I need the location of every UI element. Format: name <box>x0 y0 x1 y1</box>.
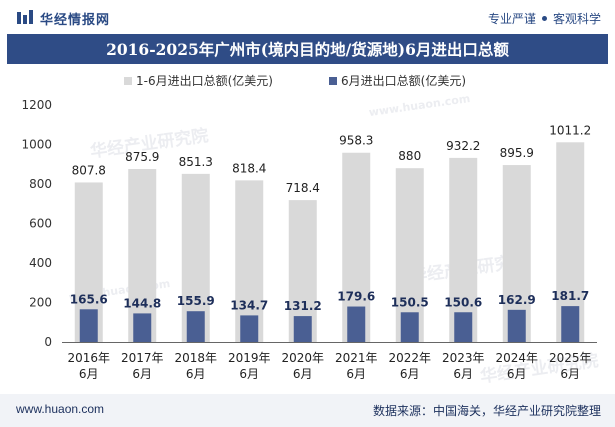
huajing-logo-icon <box>17 10 33 24</box>
data-label-series-2: 179.6 <box>337 290 375 304</box>
brand[interactable]: 华经情报网 <box>16 9 111 28</box>
x-tick-label: 2019年 6月 <box>228 351 271 381</box>
x-tick-label: 2024年 6月 <box>495 351 538 381</box>
legend-swatch-series-1 <box>124 77 132 85</box>
data-label-series-2: 131.2 <box>284 299 322 313</box>
data-label-series-1: 1011.2 <box>549 123 591 137</box>
bar-series-1 <box>449 157 478 342</box>
data-label-series-2: 144.8 <box>123 296 161 310</box>
data-label-series-1: 718.4 <box>286 181 320 195</box>
x-tick-label: 2016年 6月 <box>67 351 110 381</box>
tagline: 专业严谨 客观科学 <box>488 10 601 27</box>
footer-source: 数据来源：中国海关，华经产业研究院整理 <box>372 404 601 418</box>
data-label-series-1: 875.9 <box>125 150 159 164</box>
y-tick-label: 0 <box>44 335 52 349</box>
x-tick-label: 2022年 6月 <box>388 351 431 381</box>
footer-site[interactable]: www.huaon.com <box>16 402 105 416</box>
legend-label-series-1: 1-6月进出口总额(亿美元) <box>136 73 273 88</box>
y-tick-label: 1000 <box>21 138 52 152</box>
bar-series-2 <box>454 312 473 342</box>
data-label-series-2: 155.9 <box>177 294 215 308</box>
legend-label-series-2: 6月进出口总额(亿美元) <box>341 73 466 88</box>
bar-series-2 <box>293 316 312 342</box>
data-label-series-1: 880 <box>398 149 421 163</box>
tagline-right: 客观科学 <box>552 12 601 26</box>
bar-series-2 <box>561 306 580 342</box>
y-tick-label: 800 <box>29 177 52 191</box>
bar-series-2 <box>240 315 259 342</box>
y-tick-label: 600 <box>29 217 52 231</box>
x-tick-label: 2023年 6月 <box>442 351 485 381</box>
data-label-series-2: 162.9 <box>498 293 536 307</box>
data-label-series-1: 851.3 <box>179 155 213 169</box>
watermark-text: www.huaon.com <box>368 92 471 119</box>
bar-chart: 华经产业研究院www.huaon.com华经产业研究院www.huaon.com… <box>21 73 599 387</box>
y-tick-label: 400 <box>29 256 52 270</box>
data-label-series-2: 150.6 <box>444 295 482 309</box>
x-tick-label: 2020年 6月 <box>281 351 324 381</box>
top-bar: 华经情报网 专业严谨 客观科学 <box>0 0 615 34</box>
footer: www.huaon.com 数据来源：中国海关，华经产业研究院整理 <box>0 394 615 427</box>
bar-series-2 <box>507 309 526 342</box>
bar-series-1 <box>235 180 264 342</box>
x-tick-label: 2018年 6月 <box>174 351 217 381</box>
chart-area: 华经产业研究院www.huaon.com华经产业研究院www.huaon.com… <box>0 64 615 394</box>
bar-series-2 <box>400 312 419 342</box>
data-label-series-1: 807.8 <box>72 163 106 177</box>
x-tick-label: 2017年 6月 <box>121 351 164 381</box>
separator-dot-icon <box>541 16 547 21</box>
bar-series-1 <box>128 169 157 342</box>
tagline-left: 专业严谨 <box>487 12 536 26</box>
data-label-series-1: 958.3 <box>339 134 373 148</box>
data-label-series-1: 895.9 <box>500 146 534 160</box>
x-tick-label: 2025年 6月 <box>549 351 592 381</box>
data-label-series-1: 932.2 <box>446 139 480 153</box>
data-label-series-1: 818.4 <box>232 161 266 175</box>
chart-title: 2016-2025年广州市(境内目的地/货源地)6月进出口总额 <box>106 40 509 59</box>
bar-series-2 <box>133 313 152 342</box>
data-label-series-2: 134.7 <box>230 298 268 312</box>
y-tick-label: 1200 <box>21 98 52 112</box>
bar-series-2 <box>347 306 366 342</box>
x-tick-label: 2021年 6月 <box>335 351 378 381</box>
title-bar: 2016-2025年广州市(境内目的地/货源地)6月进出口总额 <box>7 34 608 64</box>
data-label-series-2: 165.6 <box>70 292 108 306</box>
brand-name: 华经情报网 <box>40 12 111 28</box>
legend-swatch-series-2 <box>329 77 337 85</box>
bar-series-2 <box>79 309 98 342</box>
y-tick-label: 200 <box>29 296 52 310</box>
data-label-series-2: 150.5 <box>391 295 429 309</box>
bar-series-2 <box>186 311 205 342</box>
data-label-series-2: 181.7 <box>551 289 589 303</box>
